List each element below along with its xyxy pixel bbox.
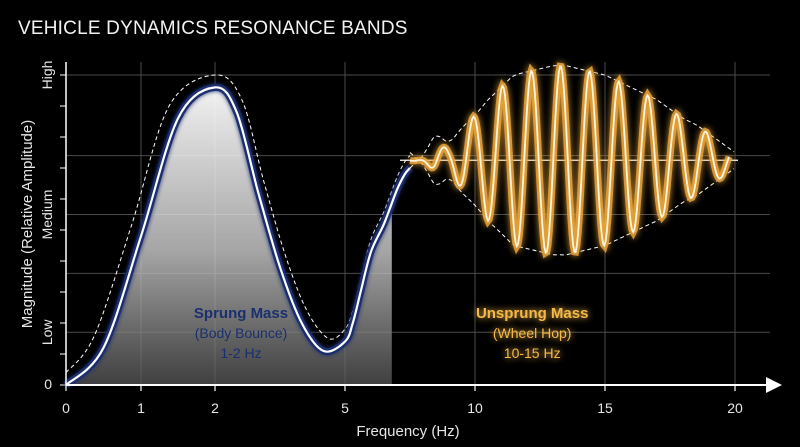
x-tick-label: 1: [137, 400, 145, 416]
y-tick-label: Low: [39, 319, 55, 346]
y-tick-labels: 0 Low Medium High: [39, 61, 55, 392]
x-tick-label: 15: [597, 400, 613, 416]
unsprung-envelope-bottom: [409, 152, 735, 256]
x-axis-label: Frequency (Hz): [356, 423, 459, 440]
unsprung-mass-glow: [409, 62, 733, 259]
x-tick-label: 0: [62, 400, 70, 416]
sprung-mass-fill: [66, 87, 392, 385]
unsprung-annotation-line: (Wheel Hop): [493, 325, 572, 341]
sprung-annotation-line: (Body Bounce): [195, 325, 288, 341]
unsprung-annotation-line: 10-15 Hz: [504, 345, 561, 361]
y-tick-label: High: [39, 61, 55, 90]
sprung-annotation-line: 1-2 Hz: [220, 345, 261, 361]
sprung-mass-envelope: [65, 74, 411, 373]
unsprung-envelope-top: [409, 65, 735, 169]
sprung-annotation-line: Sprung Mass: [194, 305, 288, 322]
annotations: Sprung Mass (Body Bounce) 1-2 Hz Unsprung M…: [194, 305, 589, 361]
sprung-mass-curve: [65, 86, 411, 386]
x-tick-label: 10: [467, 400, 483, 416]
x-tick-labels: 0 1 2 5 10 15 20: [62, 385, 743, 416]
x-tick-label: 2: [211, 400, 219, 416]
x-axis-arrow: [766, 377, 782, 393]
y-axis-label: Magnitude (Relative Amplitude): [19, 120, 36, 328]
y-tick-label: 0: [44, 376, 52, 392]
unsprung-annotation-line: Unsprung Mass: [476, 305, 589, 322]
chart-title: VEHICLE DYNAMICS RESONANCE BANDS: [18, 18, 408, 39]
x-tick-label: 20: [727, 400, 743, 416]
y-tick-label: Medium: [39, 190, 55, 240]
unsprung-mass-curve: [409, 65, 731, 255]
x-tick-label: 5: [341, 400, 349, 416]
